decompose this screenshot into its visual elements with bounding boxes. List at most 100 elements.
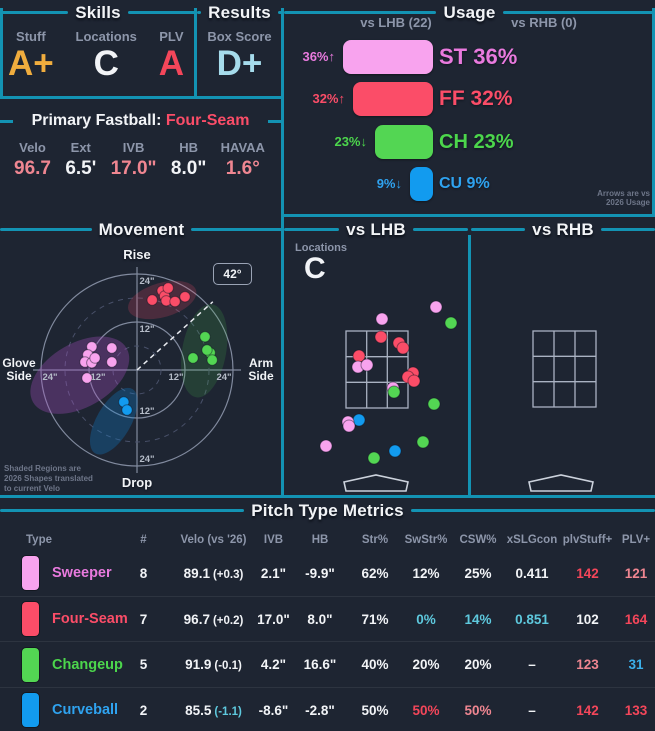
usage-bar-row: 32%↑ FF 32% <box>284 82 655 117</box>
movement-tick-label: 24" <box>139 276 154 287</box>
movement-dot-SW <box>81 372 93 384</box>
movement-ring <box>40 273 234 467</box>
location-dot-CH <box>416 435 430 449</box>
movement-axis-drop: Drop <box>121 475 153 490</box>
movement-tick-label: 12" <box>168 372 183 383</box>
metric-cell: 0.411 <box>515 565 549 581</box>
movement-dot-SW <box>106 342 118 354</box>
movement-dot-FF <box>169 295 181 308</box>
movement-tick-label: 12" <box>139 406 154 417</box>
primary-fastball-stats: Velo 96.7 Ext 6.5' IVB 17.0" HB 8.0" HAVAA 1.6° <box>0 130 281 180</box>
locations-grade: C <box>304 252 326 285</box>
movement-dot-CU <box>121 404 133 416</box>
column-header: SwStr% <box>404 534 448 546</box>
pitch-color-swatch <box>21 646 40 683</box>
location-dot-FF <box>396 341 410 355</box>
usage-pct-label: CH 23% <box>439 131 514 153</box>
column-header: PLV+ <box>621 534 651 546</box>
metric-cell: 14% <box>464 611 492 627</box>
velo-delta: (+0.2) <box>212 614 244 627</box>
metric-cell: 123 <box>576 657 599 673</box>
metric-cell: – <box>528 657 536 673</box>
metric-cell: 12% <box>412 565 440 581</box>
metric-cell: 71% <box>361 611 389 627</box>
strike-zone-grid <box>532 330 597 408</box>
movement-dot-SW <box>89 352 101 364</box>
primary-fastball-panel: Primary Fastball: Four-Seam Velo 96.7 Ext 6… <box>0 98 281 217</box>
pf-stat-value: 8.0" <box>170 158 207 179</box>
velo-cell: 85.5 (-1.1) <box>172 703 255 718</box>
movement-region-SW <box>30 336 130 414</box>
usage-delta-label: 36%↑ <box>302 49 335 64</box>
location-dot-SW <box>360 358 374 372</box>
metric-cell: 31 <box>628 657 644 673</box>
usage-bar-chart: 36%↑ ST 36% 32%↑ FF 32% 23%↓ CH 23% 9%↓ CU 9% <box>284 32 655 207</box>
metric-cell: 4.2" <box>260 657 287 673</box>
metric-cell: 20% <box>464 657 492 673</box>
movement-dot-FF <box>162 282 174 294</box>
pf-stat-label: Ext <box>70 140 91 155</box>
metric-cell: 164 <box>624 611 648 627</box>
vs-rhb-panel: vs RHB <box>471 217 655 498</box>
column-header: IVB <box>263 534 284 546</box>
movement-plot: 12" 12" 12" 12" 24" 24" 24" 24" <box>30 267 241 473</box>
velo-value: 91.9 <box>185 657 212 673</box>
movement-ring-dashed <box>64 297 210 443</box>
usage-delta-label: 9%↓ <box>376 176 402 191</box>
metric-cell: 50% <box>412 702 440 718</box>
vs-lhb-location-plot <box>319 300 458 492</box>
column-header: # <box>140 534 147 546</box>
metric-cell: -9.9" <box>305 565 335 581</box>
metrics-table-header: Type # Velo (vs '26) IVB HB Str% SwStr% CSW% xSL… <box>0 529 655 551</box>
usage-bar-FF <box>353 82 433 116</box>
locations-grade-block: Locations C <box>295 242 347 284</box>
pf-stat: IVB 17.0" <box>111 140 157 180</box>
location-dot-SW <box>319 439 333 453</box>
usage-title: Usage <box>284 0 655 23</box>
column-header: xSLGcon <box>506 534 558 546</box>
usage-bar-row: 23%↓ CH 23% <box>284 125 655 160</box>
metric-cell: -2.8" <box>305 702 335 718</box>
skills-stats: Stuff A+ Locations C PLV A <box>0 23 196 82</box>
column-header: plvStuff+ <box>562 534 613 546</box>
grade-stat: Locations C <box>76 29 137 82</box>
metric-cell: 133 <box>624 702 648 718</box>
pf-stat-value: 96.7 <box>14 158 51 179</box>
metric-cell: 102 <box>576 611 599 627</box>
location-dot-CU <box>388 444 402 458</box>
column-header: CSW% <box>459 534 497 546</box>
velo-delta: (-0.1) <box>214 660 242 673</box>
usage-footnote: Arrows are vs 2026 Usage <box>597 189 650 207</box>
column-header: Type <box>26 534 52 546</box>
skills-panel: Skills Stuff A+ Locations C PLV A <box>0 0 196 98</box>
pitch-type-cell: Sweeper <box>0 555 115 592</box>
velo-value: 89.1 <box>183 565 210 581</box>
location-dot-SW <box>375 312 389 326</box>
metric-cell: 50% <box>361 702 389 718</box>
usage-header-lhb: vs LHB (22) <box>360 15 432 30</box>
grade-value: A+ <box>8 44 54 83</box>
metrics-title: Pitch Type Metrics <box>0 498 655 521</box>
movement-dot-SW <box>106 356 118 368</box>
movement-ring-dashed <box>112 345 162 395</box>
border-left-skills <box>0 8 3 98</box>
metric-cell: 121 <box>624 565 648 581</box>
locations-label: Locations <box>295 242 347 254</box>
pitch-type-cell: Curveball <box>0 692 118 729</box>
table-row-CH: Changeup 5 91.9 (-0.1) 4.2" 16.6" 40% 20% 20% – 12… <box>0 641 655 687</box>
pitch-type-cell: Changeup <box>0 646 123 683</box>
results-panel: Results Box Score D+ <box>197 0 282 98</box>
movement-dot-CH <box>199 331 211 343</box>
table-row-FF: Four-Seam 7 96.7 (+0.2) 17.0" 8.0" 71% 0% 14% 0.8… <box>0 595 655 642</box>
pf-stat-value: 6.5' <box>65 158 97 179</box>
grade-stat: PLV A <box>159 29 184 82</box>
usage-pct-label: ST 36% <box>439 44 518 69</box>
velo-value: 85.5 <box>185 702 212 718</box>
divider-left-column <box>281 8 284 498</box>
location-dot-SW <box>429 300 443 314</box>
home-plate-icon <box>528 474 594 492</box>
pf-stat-value: 17.0" <box>110 158 157 179</box>
movement-tick-label: 24" <box>216 372 231 383</box>
grade-value: A <box>158 44 184 83</box>
movement-tick-label: 24" <box>139 454 154 465</box>
